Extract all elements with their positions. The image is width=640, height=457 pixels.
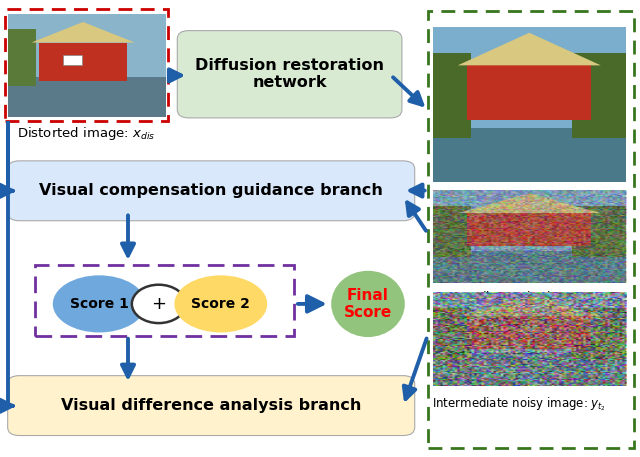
Text: Visual difference analysis branch: Visual difference analysis branch (61, 398, 362, 413)
Text: Distorted image: $x_{dis}$: Distorted image: $x_{dis}$ (17, 125, 156, 142)
FancyBboxPatch shape (177, 31, 402, 118)
Text: Score 1: Score 1 (70, 297, 129, 311)
Bar (433, 206, 471, 257)
Polygon shape (40, 43, 127, 80)
Polygon shape (458, 193, 601, 213)
Ellipse shape (174, 275, 268, 333)
Polygon shape (458, 33, 601, 65)
Polygon shape (31, 22, 134, 43)
Bar (35, 265, 294, 336)
Polygon shape (467, 316, 591, 349)
Text: Diffusion restoration
network: Diffusion restoration network (195, 58, 384, 90)
Bar (433, 250, 626, 283)
Bar (572, 206, 626, 257)
Bar (572, 308, 626, 360)
Text: Intermediate noisy image: $y_{t_1}$: Intermediate noisy image: $y_{t_1}$ (432, 289, 606, 307)
Bar (8, 29, 36, 86)
Bar (5, 9, 168, 121)
Text: Visual compensation guidance branch: Visual compensation guidance branch (39, 183, 383, 198)
Bar (428, 11, 634, 448)
Bar (572, 53, 626, 138)
Bar (433, 128, 626, 182)
Ellipse shape (332, 271, 405, 337)
Polygon shape (467, 213, 591, 246)
Text: +: + (151, 295, 166, 313)
Ellipse shape (53, 275, 146, 333)
Text: Resotration image: $y_0$: Resotration image: $y_0$ (432, 191, 570, 208)
FancyBboxPatch shape (8, 161, 415, 221)
Text: Score 2: Score 2 (191, 297, 250, 311)
Text: Intermediate noisy image: $y_{t_2}$: Intermediate noisy image: $y_{t_2}$ (432, 395, 606, 413)
Bar (63, 55, 83, 65)
Bar (8, 77, 166, 117)
Text: Final
Score: Final Score (344, 288, 392, 320)
Bar (433, 53, 471, 138)
Polygon shape (467, 65, 591, 120)
Bar (433, 353, 626, 386)
FancyBboxPatch shape (8, 376, 415, 436)
Bar (433, 308, 471, 360)
Polygon shape (458, 296, 601, 316)
Circle shape (132, 285, 186, 323)
